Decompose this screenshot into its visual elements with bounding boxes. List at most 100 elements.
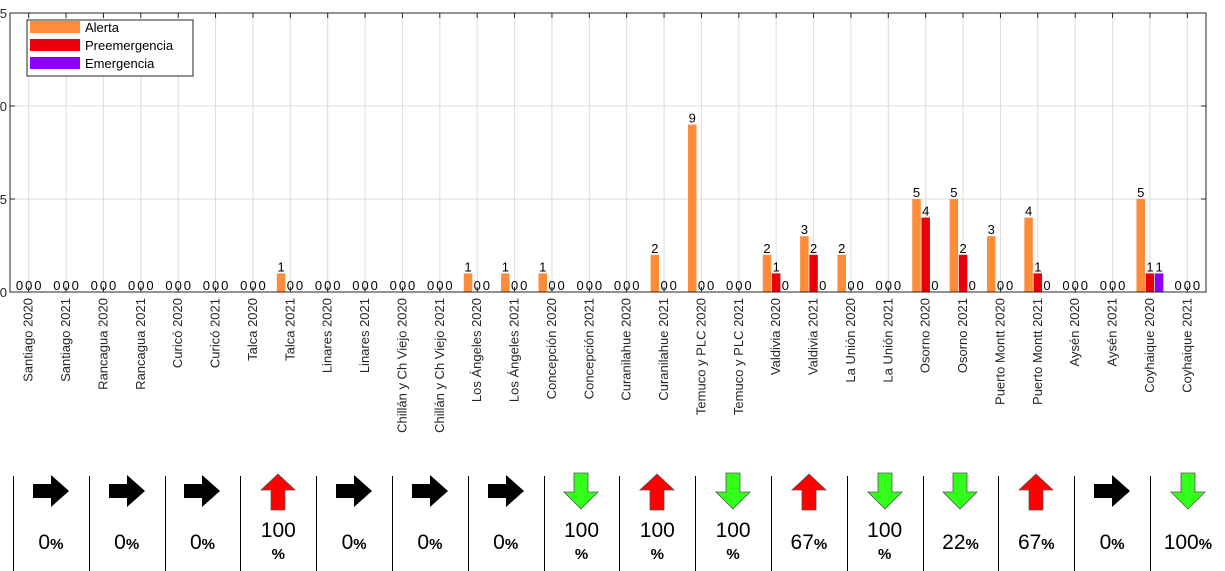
bar-value-label: 2 xyxy=(763,241,770,256)
bar-value-label: 0 xyxy=(595,278,602,293)
change-cell: 0% xyxy=(13,470,89,571)
change-value: 100 xyxy=(260,519,296,542)
change-unit: % xyxy=(429,536,443,553)
arrow-right-icon xyxy=(184,475,221,507)
bar-value-label: 0 xyxy=(875,278,882,293)
change-unit: % xyxy=(1111,536,1125,553)
bar-value-label: 0 xyxy=(1006,278,1013,293)
legend-entry: Emergencia xyxy=(85,56,155,71)
bar-value-label: 0 xyxy=(100,278,107,293)
x-tick-label: Rancagua 2020 xyxy=(95,298,110,390)
bar-value-label: 0 xyxy=(445,278,452,293)
bar xyxy=(912,199,921,292)
bar-value-label: 0 xyxy=(1081,278,1088,293)
bar-value-label: 0 xyxy=(212,278,219,293)
y-tick-labels: 0 5 10 15 xyxy=(0,6,7,300)
bar-value-label: 0 xyxy=(744,278,751,293)
bar-value-label: 1 xyxy=(464,259,471,274)
bar-value-label: 0 xyxy=(296,278,303,293)
bar-value-label: 0 xyxy=(1062,278,1069,293)
bar-value-label: 0 xyxy=(1174,278,1181,293)
x-tick-label: Temuco y PLC 2021 xyxy=(731,298,746,415)
bar-value-label: 0 xyxy=(315,278,322,293)
arrow-right-icon xyxy=(1094,475,1131,507)
bar-value-label: 0 xyxy=(632,278,639,293)
cell-divider xyxy=(846,476,848,571)
bar-value-label: 0 xyxy=(146,278,153,293)
change-percentage: 22% xyxy=(923,532,999,556)
legend-entry: Alerta xyxy=(85,20,120,35)
bar-value-label: 0 xyxy=(586,278,593,293)
x-tick-label: Puerto Montt 2020 xyxy=(992,298,1007,405)
change-value: 0 xyxy=(417,531,430,554)
bar-value-label: 1 xyxy=(1034,259,1041,274)
x-tick-label: Valdivia 2021 xyxy=(806,298,821,375)
bar-value-label: 0 xyxy=(847,278,854,293)
legend-swatch xyxy=(30,21,80,33)
bar-value-label: 0 xyxy=(72,278,79,293)
x-tick-label: Santiago 2020 xyxy=(21,298,36,382)
bar-value-label: 0 xyxy=(240,278,247,293)
bar-value-label: 0 xyxy=(1118,278,1125,293)
arrow-down-icon xyxy=(715,472,752,510)
arrow-right-icon xyxy=(487,475,524,507)
change-unit: % xyxy=(201,536,215,553)
change-percentage: 0% xyxy=(392,532,468,556)
bar-value-label: 4 xyxy=(922,204,929,219)
change-value: 67 xyxy=(790,531,814,554)
bar-value-label: 1 xyxy=(1156,259,1163,274)
bar-value-label: 0 xyxy=(726,278,733,293)
cell-divider xyxy=(467,476,469,571)
bar-value-label: 5 xyxy=(913,185,920,200)
bar-value-label: 5 xyxy=(1137,185,1144,200)
bar xyxy=(1154,273,1164,292)
x-tick-label: Aysén 2021 xyxy=(1105,298,1120,366)
x-tick-label: Curicó 2021 xyxy=(208,298,223,368)
bar xyxy=(837,254,846,292)
legend: Alerta Preemergencia Emergencia xyxy=(26,19,194,77)
change-value: 100 xyxy=(563,519,600,542)
bar-value-label: 0 xyxy=(894,278,901,293)
bar-value-label: 5 xyxy=(950,185,957,200)
y-tick-label: 10 xyxy=(0,99,7,114)
x-tick-label: Aysén 2020 xyxy=(1067,298,1082,366)
change-unit: % xyxy=(504,536,519,553)
bar-value-label: 0 xyxy=(1043,278,1050,293)
bar-value-label: 0 xyxy=(623,278,630,293)
cell-divider xyxy=(1150,476,1151,571)
change-unit: % xyxy=(125,536,140,553)
bar-value-label: 3 xyxy=(988,222,995,237)
cell-divider xyxy=(619,476,621,571)
bar-value-label: 0 xyxy=(25,278,32,293)
x-tick-label: La Unión 2021 xyxy=(880,298,895,383)
bar-value-label: 0 xyxy=(249,278,256,293)
change-unit: % xyxy=(1198,536,1213,553)
bar xyxy=(771,273,781,292)
bar-value-label: 0 xyxy=(614,278,621,293)
bar xyxy=(501,273,510,292)
bar-value-label: 0 xyxy=(660,278,667,293)
bar-value-label: 2 xyxy=(810,241,817,256)
bar-value-label: 2 xyxy=(959,241,966,256)
change-value: 0 xyxy=(1099,531,1112,554)
x-tick-label: Concepción 2021 xyxy=(581,298,596,399)
change-cell: 100% xyxy=(695,470,771,571)
change-cell: 0% xyxy=(1074,470,1150,571)
plot-frame xyxy=(9,12,1207,293)
bar-value-label: 0 xyxy=(969,278,976,293)
cell-divider xyxy=(88,476,90,571)
bar-value-label: 0 xyxy=(576,278,583,293)
cell-divider xyxy=(392,476,393,571)
arrow-right-icon xyxy=(108,475,145,507)
arrow-up-icon xyxy=(639,473,676,511)
change-cell: 0% xyxy=(165,470,241,571)
bar-value-label: 0 xyxy=(474,278,481,293)
bars xyxy=(276,124,1164,292)
x-tick-label: Chillán y Ch Viejo 2020 xyxy=(394,298,409,433)
change-cell: 0% xyxy=(468,470,544,571)
change-cell: 100% xyxy=(240,470,316,571)
bar-value-label: 0 xyxy=(109,278,116,293)
bar-value-label: 1 xyxy=(277,259,284,274)
